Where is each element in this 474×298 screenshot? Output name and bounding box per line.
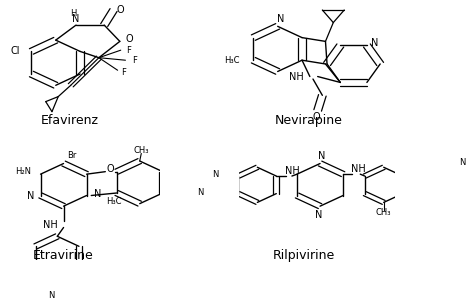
Text: H₂N: H₂N xyxy=(15,167,31,176)
Text: Br: Br xyxy=(67,151,76,161)
Text: H₃C: H₃C xyxy=(106,197,121,206)
Text: CH₃: CH₃ xyxy=(134,146,149,156)
Text: F: F xyxy=(121,68,126,77)
Text: Nevirapine: Nevirapine xyxy=(275,114,343,127)
Text: NH: NH xyxy=(284,166,299,176)
Text: Rilpivirine: Rilpivirine xyxy=(273,249,336,262)
Text: N: N xyxy=(212,170,218,179)
Text: N: N xyxy=(459,158,465,167)
Text: F: F xyxy=(132,56,137,65)
Text: Cl: Cl xyxy=(11,46,20,56)
Text: H₃C: H₃C xyxy=(224,56,239,65)
Text: O: O xyxy=(116,5,124,15)
Text: N: N xyxy=(315,210,322,220)
Text: N: N xyxy=(27,190,34,201)
Text: O: O xyxy=(126,34,133,44)
Text: O: O xyxy=(312,112,320,122)
Text: N: N xyxy=(318,151,325,161)
Text: O: O xyxy=(106,164,114,174)
Text: N: N xyxy=(48,291,54,298)
Text: NH: NH xyxy=(43,220,57,230)
Text: H: H xyxy=(70,9,76,18)
Text: N: N xyxy=(371,38,378,48)
Text: N: N xyxy=(197,189,203,198)
Text: Etravirine: Etravirine xyxy=(33,249,94,262)
Text: NH: NH xyxy=(351,164,366,174)
Text: CH₃: CH₃ xyxy=(376,208,392,217)
Text: N: N xyxy=(94,189,102,199)
Text: F: F xyxy=(126,46,131,55)
Text: N: N xyxy=(277,14,284,24)
Text: Efavirenz: Efavirenz xyxy=(41,114,99,127)
Text: NH: NH xyxy=(289,72,304,82)
Text: N: N xyxy=(73,14,80,24)
